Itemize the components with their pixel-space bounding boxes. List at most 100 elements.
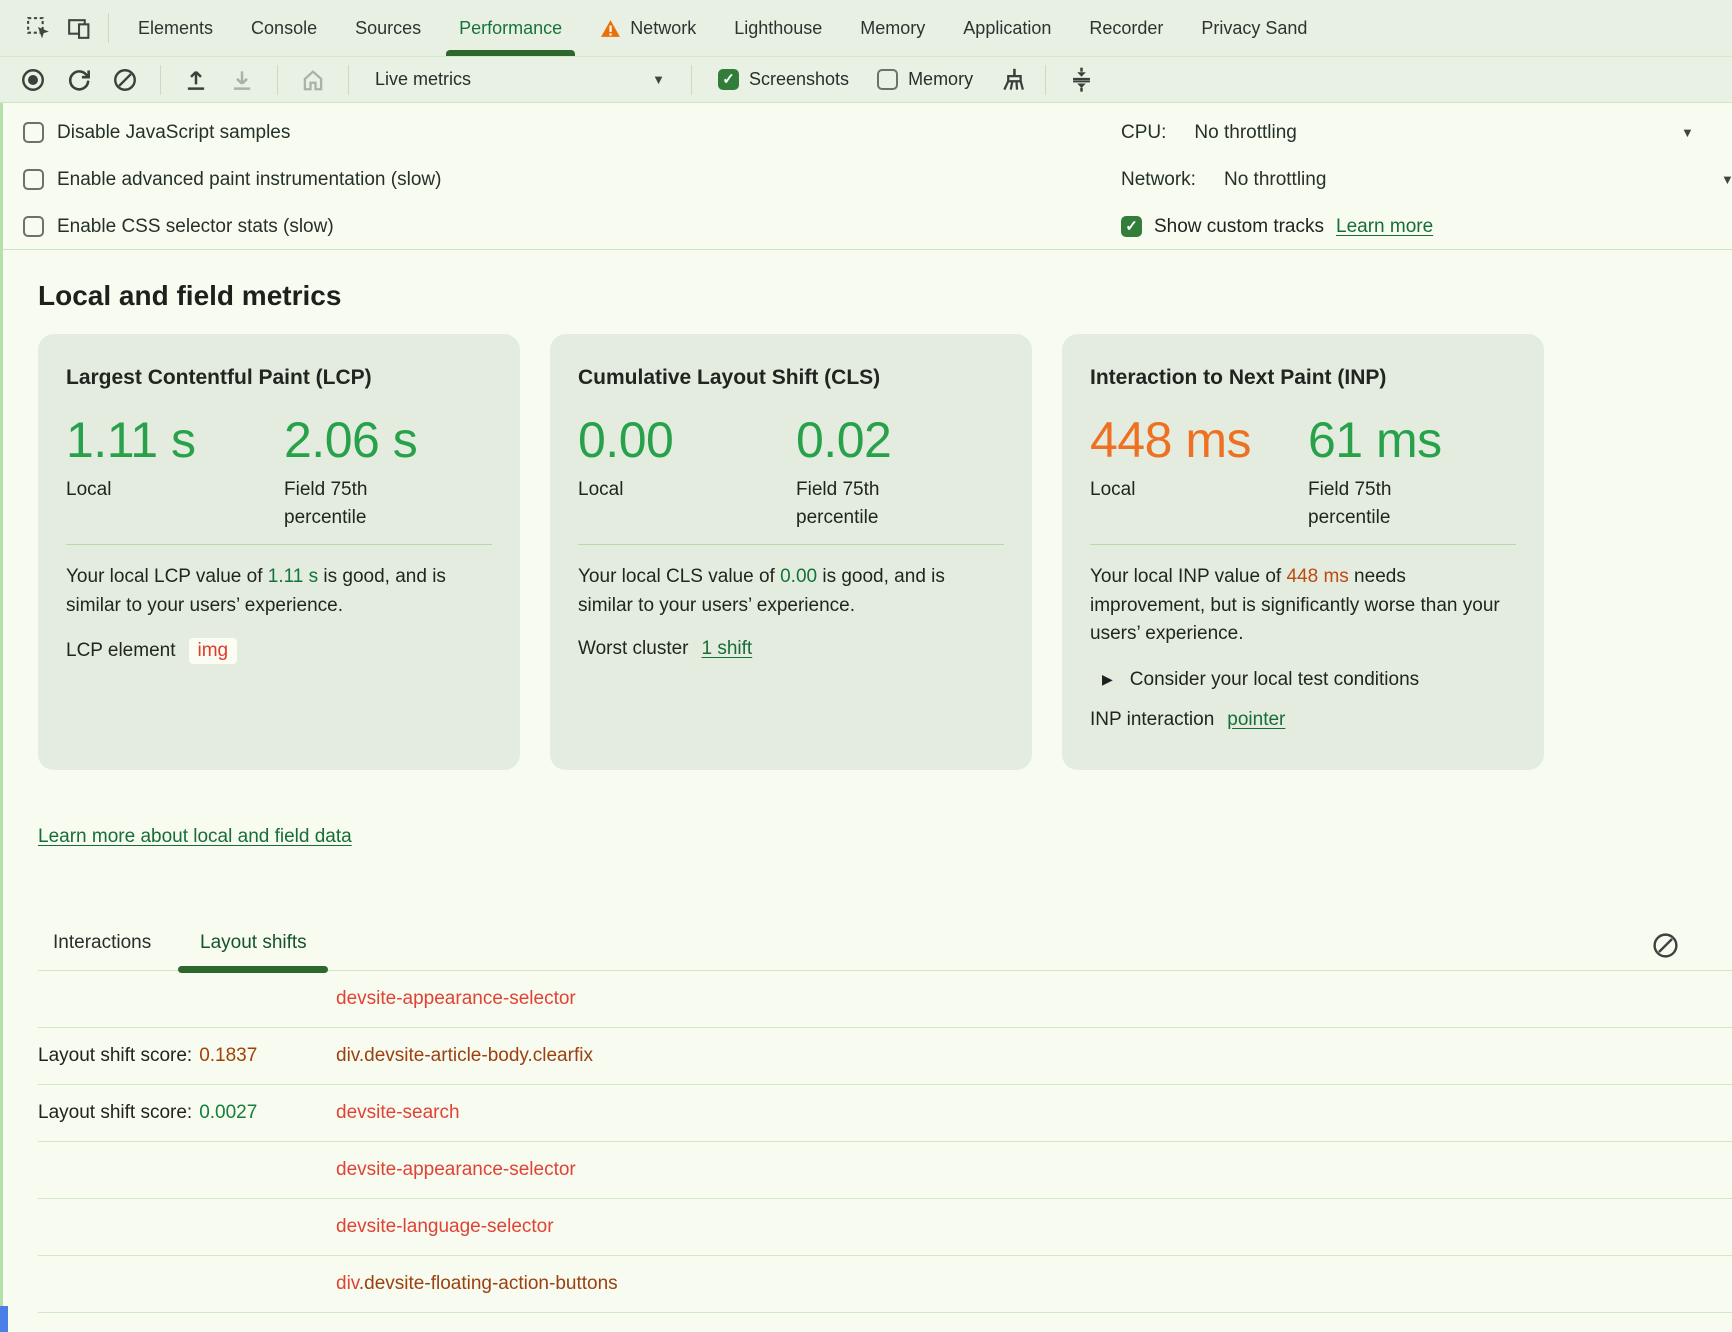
network-value: No throttling bbox=[1223, 168, 1327, 190]
element-node-link[interactable]: devsite-search bbox=[336, 1102, 460, 1124]
divider bbox=[1090, 544, 1516, 545]
inp-description: Your local INP value of 448 ms needs imp… bbox=[1090, 563, 1516, 649]
lcp-card-title: Largest Contentful Paint (LCP) bbox=[66, 366, 372, 389]
inp-card-title: Interaction to Next Paint (INP) bbox=[1090, 366, 1387, 389]
element-name: devsite-search bbox=[336, 1102, 460, 1123]
inp-interaction-label: INP interaction bbox=[1090, 708, 1215, 730]
tab-console[interactable]: Console bbox=[251, 17, 318, 38]
divider bbox=[66, 544, 492, 545]
tab-elements[interactable]: Elements bbox=[138, 17, 214, 38]
devtools-tabbar: Elements Console Sources Performance Net… bbox=[0, 0, 1732, 57]
inp-values: 448 ms Local 61 ms Field 75th percentile bbox=[1090, 414, 1516, 544]
tab-layout-shifts[interactable]: Layout shifts bbox=[200, 932, 307, 953]
cpu-label: CPU: bbox=[1121, 121, 1167, 143]
show-custom-tracks-checkbox[interactable]: ✓ Show custom tracks Learn more bbox=[1121, 203, 1732, 250]
warning-icon bbox=[600, 19, 621, 38]
network-label: Network: bbox=[1121, 168, 1196, 190]
cls-desc-value: 0.00 bbox=[780, 566, 818, 587]
tab-network[interactable]: Network bbox=[581, 0, 715, 56]
lcp-element-node-link[interactable]: img bbox=[188, 638, 238, 664]
css-selector-stats-checkbox[interactable]: Enable CSS selector stats (slow) bbox=[3, 203, 1732, 250]
tab-memory[interactable]: Memory bbox=[860, 17, 926, 38]
lcp-desc-value: 1.11 s bbox=[267, 566, 319, 587]
gc-broom-icon[interactable] bbox=[989, 62, 1031, 98]
memory-label: Memory bbox=[908, 69, 974, 89]
cpu-value: No throttling bbox=[1194, 121, 1297, 143]
panel-mode-value: Live metrics bbox=[375, 69, 472, 89]
learn-more-link[interactable]: Learn more bbox=[1336, 215, 1434, 237]
divider bbox=[578, 544, 1004, 545]
score-value: 0.0027 bbox=[199, 1102, 258, 1123]
reload-record-icon[interactable] bbox=[58, 62, 100, 98]
tab-privacy-sandbox[interactable]: Privacy Sand bbox=[1201, 17, 1308, 38]
separator bbox=[691, 64, 692, 95]
inp-desc-value: 448 ms bbox=[1286, 566, 1349, 587]
tab-interactions[interactable]: Interactions bbox=[53, 932, 152, 953]
lcp-desc-prefix: Your local LCP value of bbox=[66, 566, 268, 587]
cls-card: Cumulative Layout Shift (CLS) 0.00 Local… bbox=[550, 334, 1032, 770]
cls-description: Your local CLS value of 0.00 is good, an… bbox=[578, 563, 1004, 620]
learn-more-local-field-link[interactable]: Learn more about local and field data bbox=[38, 826, 352, 847]
element-node-link[interactable]: div.devsite-article-body.clearfix bbox=[336, 1045, 593, 1067]
advanced-paint-checkbox[interactable]: Enable advanced paint instrumentation (s… bbox=[3, 156, 1732, 203]
lcp-field-label: Field 75th percentile bbox=[284, 479, 368, 528]
layout-shift-row: devsite-appearance-selector bbox=[38, 1142, 1732, 1199]
separator bbox=[108, 13, 109, 43]
device-toolbar-icon[interactable] bbox=[58, 8, 98, 48]
disable-js-samples-checkbox[interactable]: Disable JavaScript samples bbox=[3, 109, 1732, 156]
checkbox-unchecked-icon bbox=[23, 169, 44, 190]
local-test-conditions-expander[interactable]: ▶ Consider your local test conditions bbox=[1090, 669, 1516, 691]
element-name: devsite-language-selector bbox=[336, 1216, 554, 1237]
collapse-icon[interactable] bbox=[1060, 62, 1102, 98]
panel-mode-select[interactable]: Live metrics ▼ bbox=[363, 69, 677, 90]
advanced-paint-label: Enable advanced paint instrumentation (s… bbox=[57, 168, 442, 190]
element-node-link[interactable]: div.devsite-floating-action-buttons bbox=[336, 1273, 618, 1295]
screenshots-checkbox[interactable]: ✓ Screenshots bbox=[706, 69, 861, 90]
clipped-element-artifact bbox=[0, 1306, 8, 1332]
layout-shift-row: Layout shift score: 0.1837 div.devsite-a… bbox=[38, 1028, 1732, 1085]
record-icon[interactable] bbox=[12, 62, 54, 98]
element-node-link[interactable]: devsite-appearance-selector bbox=[336, 1159, 576, 1181]
separator bbox=[277, 64, 278, 95]
clear-log-icon[interactable] bbox=[1651, 931, 1680, 960]
lcp-local-value: 1.11 s bbox=[66, 412, 196, 468]
tab-recorder[interactable]: Recorder bbox=[1089, 17, 1164, 38]
element-name: div.devsite-article-body.clearfix bbox=[336, 1045, 593, 1066]
active-log-tab-underline bbox=[178, 966, 328, 973]
cls-local-label: Local bbox=[578, 479, 624, 500]
checkbox-unchecked-icon bbox=[877, 69, 899, 90]
layout-shift-row: devsite-language-selector bbox=[38, 1199, 1732, 1256]
tab-application[interactable]: Application bbox=[963, 17, 1052, 38]
lcp-desc-suffix: is good, and is similar to your users’ e… bbox=[66, 566, 446, 616]
inp-interaction-link[interactable]: pointer bbox=[1227, 708, 1286, 730]
tab-network-label: Network bbox=[630, 17, 697, 38]
download-profile-icon[interactable] bbox=[221, 62, 263, 98]
network-throttling-select[interactable]: Network: No throttling ▼ bbox=[1121, 156, 1732, 203]
inp-local-value: 448 ms bbox=[1090, 412, 1251, 468]
score-value: 0.1837 bbox=[199, 1045, 258, 1066]
element-node-link[interactable]: devsite-language-selector bbox=[336, 1216, 554, 1238]
cls-values: 0.00 Local 0.02 Field 75th percentile bbox=[578, 414, 1004, 544]
tab-lighthouse[interactable]: Lighthouse bbox=[734, 17, 823, 38]
performance-toolbar: Live metrics ▼ ✓ Screenshots Memory bbox=[0, 57, 1732, 103]
cls-card-title: Cumulative Layout Shift (CLS) bbox=[578, 366, 881, 389]
tab-performance[interactable]: Performance bbox=[440, 0, 581, 56]
panel-tabs: Elements Console Sources Performance Net… bbox=[119, 0, 1326, 56]
separator bbox=[160, 64, 161, 95]
home-icon[interactable] bbox=[292, 62, 334, 98]
cls-field-value: 0.02 bbox=[796, 412, 892, 468]
upload-profile-icon[interactable] bbox=[175, 62, 217, 98]
worst-cluster-link[interactable]: 1 shift bbox=[701, 638, 753, 659]
live-metrics-view: Local and field metrics Largest Contentf… bbox=[3, 250, 1732, 1313]
memory-checkbox[interactable]: Memory bbox=[865, 69, 985, 90]
cpu-throttling-select[interactable]: CPU: No throttling ▼ bbox=[1121, 109, 1732, 156]
element-node-link[interactable]: devsite-appearance-selector bbox=[336, 988, 576, 1010]
inp-desc-suffix: needs improvement, but is significantly … bbox=[1090, 566, 1500, 644]
tab-performance-label: Performance bbox=[459, 17, 563, 38]
tab-sources[interactable]: Sources bbox=[355, 17, 422, 38]
inspect-element-icon[interactable] bbox=[18, 8, 58, 48]
cls-field-label: Field 75th percentile bbox=[796, 479, 880, 528]
clear-icon[interactable] bbox=[104, 62, 146, 98]
cls-local-value: 0.00 bbox=[578, 412, 674, 468]
expand-triangle-icon: ▶ bbox=[1102, 671, 1113, 687]
